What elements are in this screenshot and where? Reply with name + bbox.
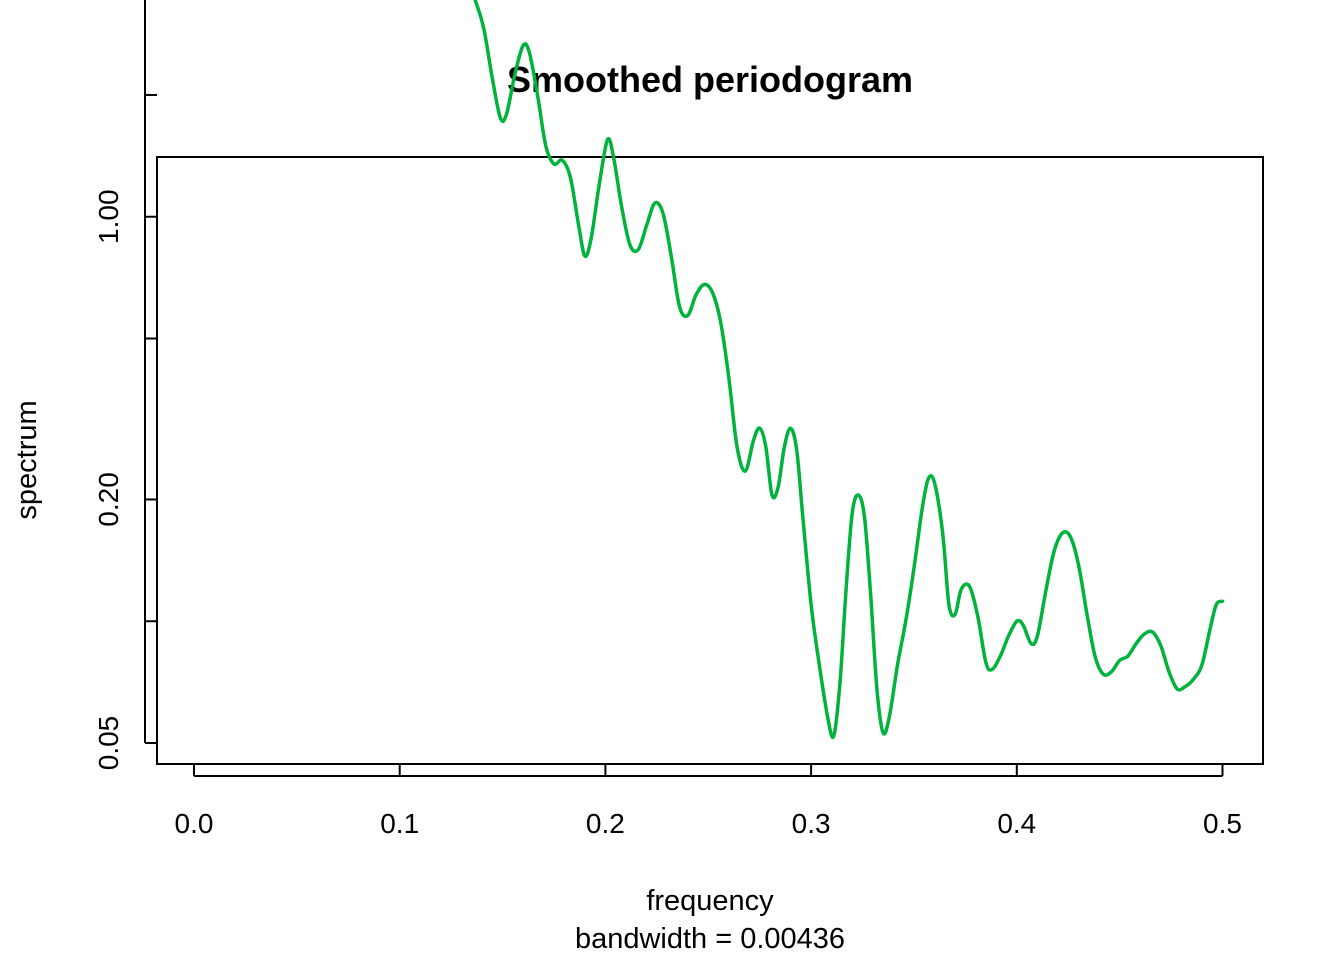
y-tick-label: 0.05 bbox=[93, 716, 124, 771]
spectrum-line bbox=[473, 0, 1225, 740]
x-tick-label: 0.2 bbox=[586, 808, 625, 839]
y-axis-label: spectrum bbox=[11, 400, 43, 519]
x-tick-label: 0.3 bbox=[792, 808, 831, 839]
x-tick-label: 0.5 bbox=[1203, 808, 1242, 839]
y-tick-label: 1.00 bbox=[93, 189, 124, 244]
plot-area bbox=[156, 156, 1264, 765]
y-tick-label: 0.20 bbox=[93, 472, 124, 527]
plot-border bbox=[156, 156, 1264, 765]
chart-title: Smoothed periodogram bbox=[507, 59, 913, 100]
x-axis-label: frequency bbox=[646, 885, 774, 917]
x-tick-label: 0.0 bbox=[175, 808, 214, 839]
y-axis: 0.050.201.005.0020.00 bbox=[93, 0, 157, 770]
x-axis: 0.0 0.1 0.2 0.3 0.4 0.5 bbox=[175, 764, 1242, 839]
x-tick-label: 0.4 bbox=[997, 808, 1036, 839]
series-layer bbox=[473, 0, 1225, 740]
bandwidth-label: bandwidth = 0.00436 bbox=[575, 923, 845, 955]
x-tick-label: 0.1 bbox=[380, 808, 419, 839]
